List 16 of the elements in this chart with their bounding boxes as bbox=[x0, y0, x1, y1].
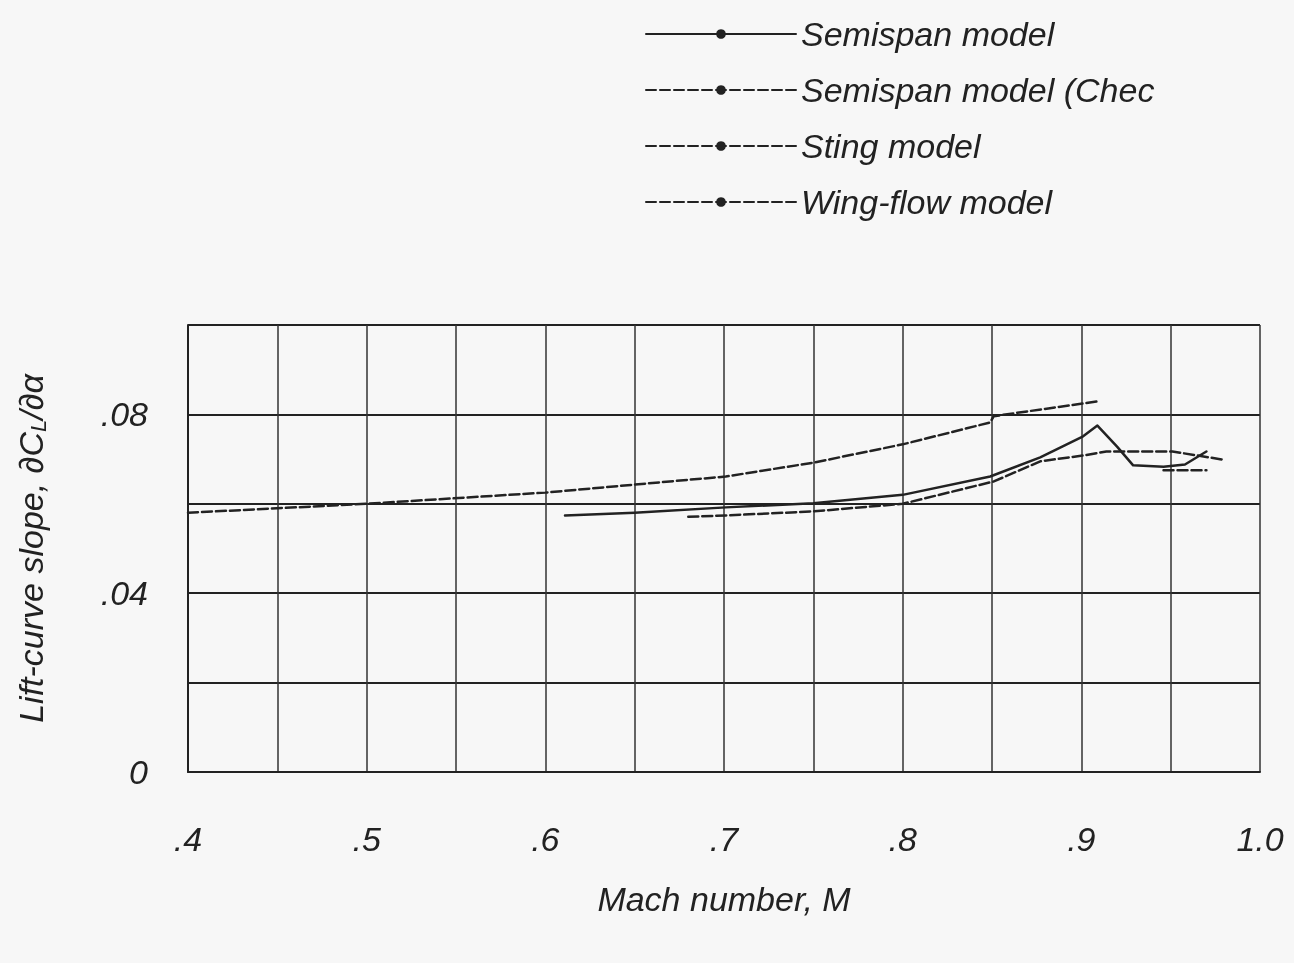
legend-label: Sting model bbox=[801, 127, 982, 165]
y-tick-label: 0 bbox=[129, 753, 149, 791]
x-tick-label: .5 bbox=[352, 820, 381, 858]
x-axis-title: Mach number, M bbox=[597, 880, 852, 918]
legend-label: Semispan model bbox=[801, 15, 1056, 53]
x-tick-label: .4 bbox=[173, 820, 203, 858]
y-tick-label: .04 bbox=[100, 574, 148, 613]
x-tick-label: 1.0 bbox=[1236, 820, 1284, 858]
x-tick-label: .6 bbox=[531, 820, 560, 858]
x-tick-label: .9 bbox=[1067, 820, 1096, 858]
y-axis-title: Lift-curve slope, ∂CL/∂α bbox=[12, 372, 51, 723]
x-tick-label: .7 bbox=[709, 820, 740, 858]
y-tick-label: .08 bbox=[100, 395, 149, 434]
legend-label: Wing-flow model bbox=[801, 183, 1054, 221]
legend-label: Semispan model (Chec bbox=[801, 71, 1155, 109]
x-tick-label: .8 bbox=[888, 820, 917, 858]
